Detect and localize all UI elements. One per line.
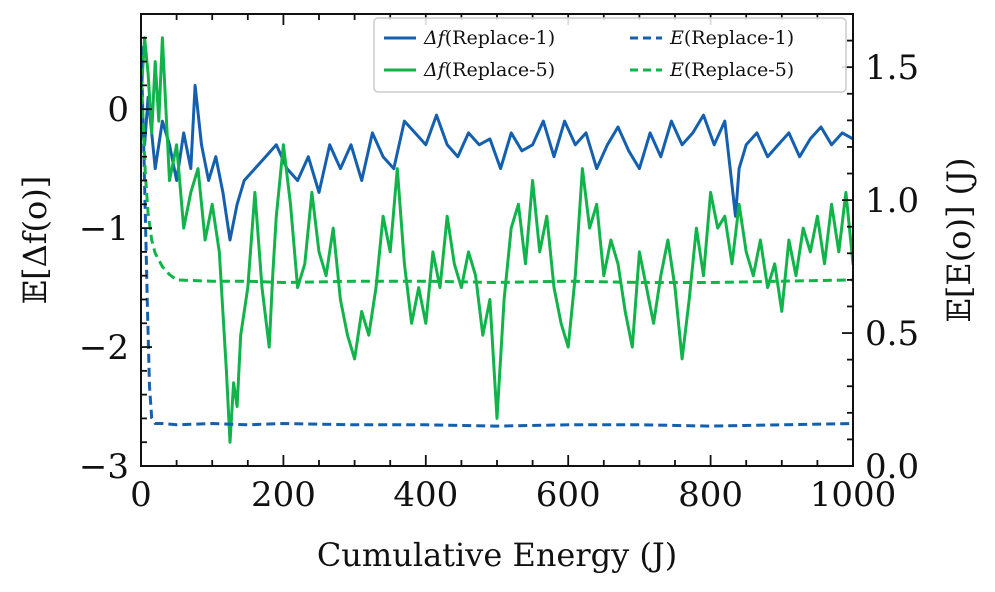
y-axis-label: 𝔼[Δf(o)] [16, 176, 54, 305]
x-tick-label: 1000 [810, 475, 897, 515]
x-tick-label: 600 [536, 475, 601, 515]
legend-label: E(Replace-5) [669, 59, 794, 81]
x-tick-label: 200 [251, 475, 316, 515]
y-right-tick-label: 0.5 [865, 314, 919, 354]
legend-label: E(Replace-1) [669, 27, 794, 49]
legend-box [373, 17, 847, 93]
y-right-tick-label: 1.5 [865, 48, 919, 88]
legend-label: Δf(Replace-5) [423, 59, 555, 81]
x-tick-label: 800 [678, 475, 743, 515]
y-tick-label: 0 [107, 90, 129, 130]
series-line-1 [141, 36, 853, 444]
x-tick-label: 0 [130, 475, 152, 515]
ticks-layer: 0 200 400 600 800 1000 −3 −2 −1 0 0.0 0.5 1.0 1.5 [79, 14, 919, 515]
series-line-3 [141, 67, 853, 284]
y-right-axis-label: 𝔼[E(o)] (J) [940, 158, 978, 323]
y-right-tick-label: 1.0 [865, 181, 919, 221]
legend: Δf(Replace-1) E(Replace-1) Δf(Replace-5) E(… [373, 17, 847, 93]
y-tick-label: −3 [79, 447, 129, 487]
x-axis-label: Cumulative Energy (J) [317, 536, 677, 574]
legend-label: Δf(Replace-1) [423, 27, 555, 49]
y-tick-label: −2 [79, 328, 129, 368]
x-tick-label: 400 [393, 475, 458, 515]
series-line-2 [141, 45, 853, 428]
y-right-tick-label: 0.0 [865, 447, 919, 487]
series-line-0 [141, 83, 853, 242]
series-layer [141, 36, 853, 444]
y-tick-label: −1 [79, 209, 129, 249]
